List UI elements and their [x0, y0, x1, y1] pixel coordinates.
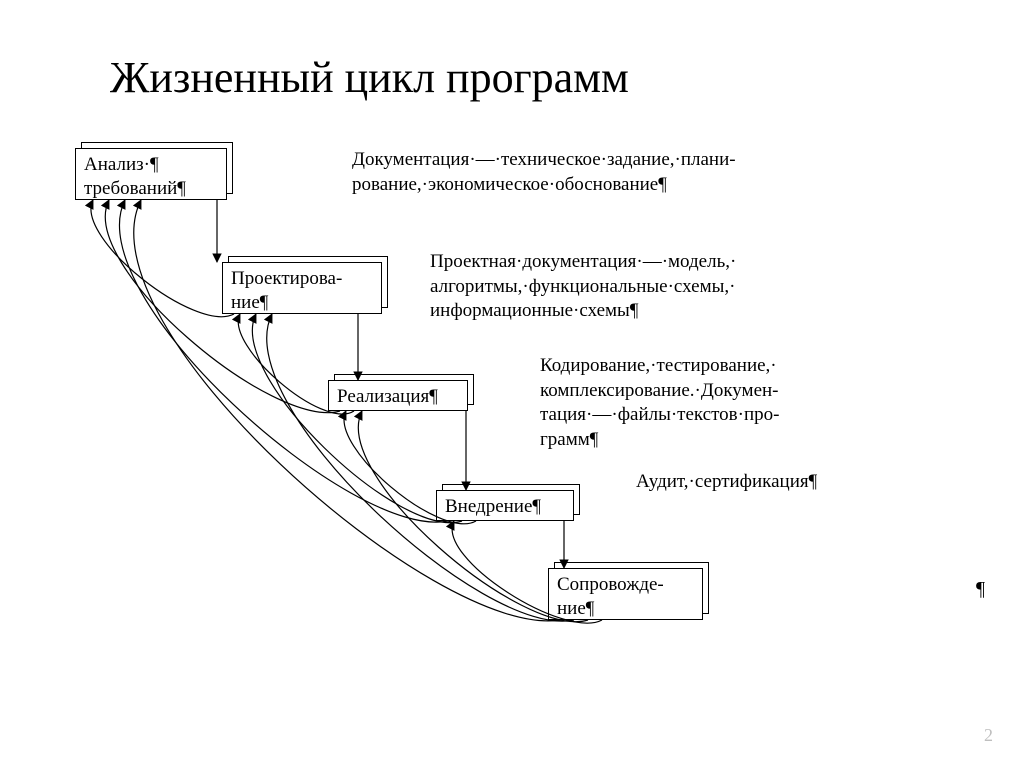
flow-node-n5: Сопровожде-ние¶ — [548, 568, 703, 620]
edge — [267, 314, 574, 621]
description-n4: Аудит,·сертификация¶ — [636, 470, 996, 495]
flow-node-n2: Проектирова-ние¶ — [222, 262, 382, 314]
description-n2: Проектная·документация·—·модель,·алгорит… — [430, 250, 950, 324]
flow-node-n4: Внедрение¶ — [436, 490, 574, 521]
description-n1: Документация·—·техническое·задание,·план… — [352, 148, 912, 197]
flow-node-n3: Реализация¶ — [328, 380, 468, 411]
stray-pilcrow: ¶ — [976, 578, 985, 601]
flow-node-n1: Анализ·¶требований¶ — [75, 148, 227, 200]
page-title: Жизненный цикл программ — [110, 52, 629, 103]
page-number: 2 — [984, 725, 993, 746]
description-n3: Кодирование,·тестирование,·комплексирова… — [540, 354, 940, 453]
edge — [119, 200, 448, 522]
edge — [252, 314, 462, 523]
edge — [91, 200, 234, 317]
